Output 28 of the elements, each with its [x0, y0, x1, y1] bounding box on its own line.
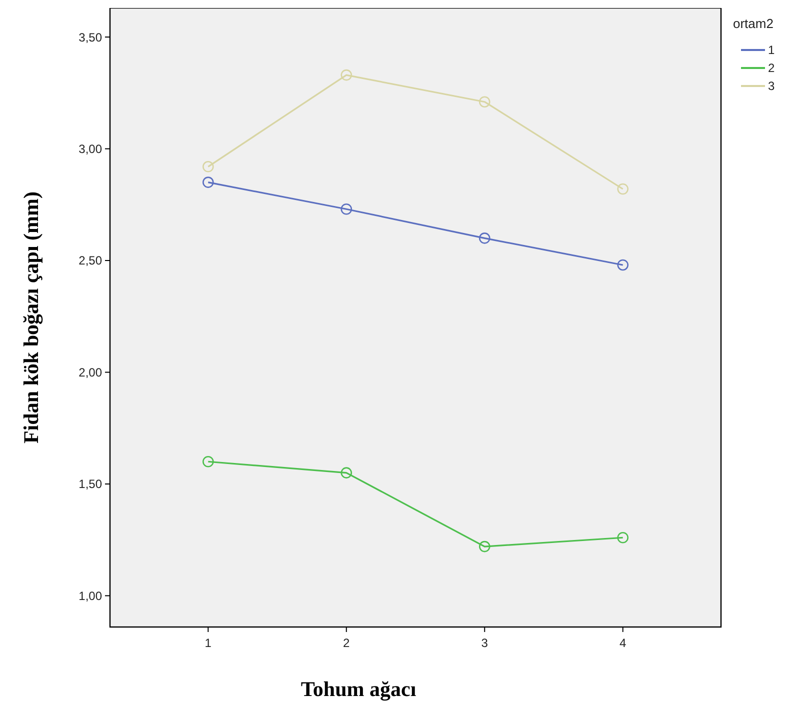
point — [202, 161, 214, 172]
point — [202, 456, 214, 468]
point — [478, 96, 490, 108]
x-tick-label: 1 — [204, 636, 212, 650]
point — [202, 176, 214, 188]
y-axis-title: Fidan kök boğazı çapı (mm) — [19, 191, 43, 444]
legend-label: 1 — [768, 43, 775, 58]
y-tick-label: 2,50 — [78, 254, 102, 268]
point — [478, 232, 490, 244]
x-tick-label: 4 — [620, 636, 627, 650]
legend-label: 2 — [768, 61, 775, 76]
point — [617, 183, 629, 195]
point — [340, 69, 352, 81]
y-tick-label: 1,50 — [78, 477, 102, 492]
point — [617, 259, 629, 271]
point — [340, 467, 352, 478]
legend-label: 3 — [768, 79, 775, 94]
point — [340, 203, 352, 215]
x-axis-title: Tohum ağacı — [300, 677, 416, 701]
y-tick-label: 3,50 — [78, 30, 102, 44]
y-tick-label: 1,00 — [78, 588, 102, 603]
y-tick-label: 3,00 — [78, 142, 102, 156]
x-tick-label: 2 — [343, 636, 350, 650]
y-tick-label: 2,00 — [78, 365, 102, 380]
point — [478, 540, 490, 552]
legend-title: ortam2 — [733, 16, 774, 31]
point — [617, 532, 629, 544]
x-tick-label: 3 — [481, 636, 488, 650]
